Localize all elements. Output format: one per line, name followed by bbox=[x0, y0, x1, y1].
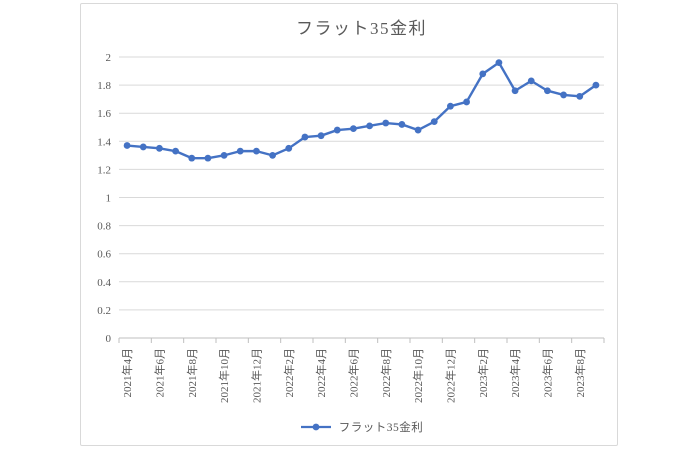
chart-frame: フラット35金利 2 1.8 1.6 1.4 1.2 1 0.8 0.6 0.4 0.2 0 2021… bbox=[80, 3, 618, 446]
svg-text:2023年2月: 2023年2月 bbox=[476, 348, 490, 398]
svg-text:2021年12月: 2021年12月 bbox=[249, 348, 263, 403]
svg-text:2023年8月: 2023年8月 bbox=[573, 348, 587, 398]
svg-text:2021年8月: 2021年8月 bbox=[185, 348, 199, 398]
svg-text:2021年4月: 2021年4月 bbox=[120, 348, 134, 398]
svg-text:0.4: 0.4 bbox=[97, 277, 111, 289]
legend-label: フラット35金利 bbox=[338, 422, 424, 434]
svg-text:2022年8月: 2022年8月 bbox=[379, 348, 393, 398]
svg-text:2022年10月: 2022年10月 bbox=[411, 348, 425, 403]
svg-text:0.6: 0.6 bbox=[97, 249, 111, 261]
svg-text:0.8: 0.8 bbox=[97, 221, 111, 233]
svg-text:2023年6月: 2023年6月 bbox=[540, 348, 554, 398]
svg-text:2021年10月: 2021年10月 bbox=[217, 348, 231, 403]
svg-text:1.2: 1.2 bbox=[97, 164, 111, 176]
svg-text:0.2: 0.2 bbox=[97, 305, 111, 317]
legend: フラット35金利 bbox=[119, 417, 604, 437]
svg-text:1.6: 1.6 bbox=[97, 108, 111, 120]
svg-text:2022年4月: 2022年4月 bbox=[314, 348, 328, 398]
svg-text:2022年12月: 2022年12月 bbox=[443, 348, 457, 403]
svg-text:1: 1 bbox=[106, 193, 112, 205]
svg-text:2: 2 bbox=[106, 52, 112, 64]
svg-text:0: 0 bbox=[106, 333, 112, 345]
legend-line-marker-icon bbox=[300, 423, 331, 431]
svg-text:1.4: 1.4 bbox=[97, 136, 111, 148]
line-chart: 2 1.8 1.6 1.4 1.2 1 0.8 0.6 0.4 0.2 0 2021年4月 2021年6… bbox=[97, 52, 605, 403]
svg-text:2022年6月: 2022年6月 bbox=[346, 348, 360, 398]
chart-title: フラット35金利 bbox=[296, 19, 427, 38]
svg-text:2021年6月: 2021年6月 bbox=[152, 348, 166, 398]
svg-text:1.8: 1.8 bbox=[97, 80, 111, 92]
svg-text:2022年2月: 2022年2月 bbox=[282, 348, 296, 398]
svg-text:2023年4月: 2023年4月 bbox=[508, 348, 522, 398]
